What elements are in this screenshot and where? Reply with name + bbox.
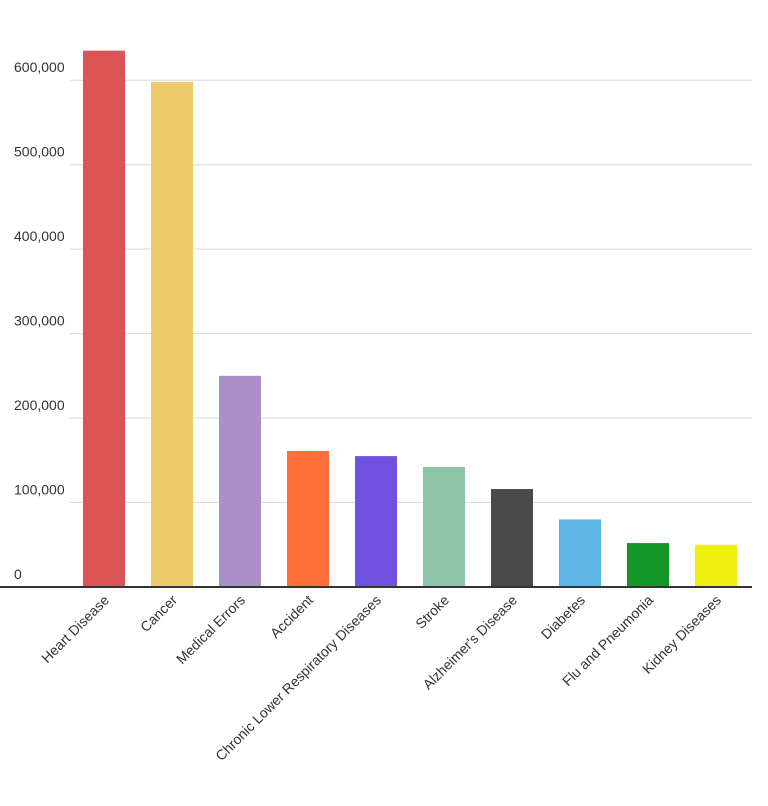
x-tick-label: Stroke bbox=[412, 592, 452, 632]
bar bbox=[151, 81, 193, 588]
bar bbox=[559, 519, 601, 587]
y-tick-label: 500,000 bbox=[14, 144, 65, 160]
y-tick-label: 200,000 bbox=[14, 397, 65, 413]
x-tick-label: Diabetes bbox=[538, 592, 588, 642]
bar bbox=[491, 489, 533, 587]
bar bbox=[695, 544, 737, 587]
y-tick-label: 400,000 bbox=[14, 228, 65, 244]
y-tick-label: 0 bbox=[14, 566, 22, 582]
x-tick-label: Medical Errors bbox=[173, 592, 248, 667]
y-tick-label: 300,000 bbox=[14, 313, 65, 329]
bar bbox=[219, 375, 261, 587]
y-tick-label: 600,000 bbox=[14, 59, 65, 75]
bar bbox=[287, 451, 329, 587]
bar bbox=[627, 543, 669, 587]
x-tick-label: Heart Disease bbox=[38, 592, 112, 666]
bar bbox=[355, 456, 397, 587]
y-tick-label: 100,000 bbox=[14, 482, 65, 498]
x-tick-label: Accident bbox=[267, 592, 316, 641]
bar bbox=[423, 467, 465, 587]
bar bbox=[83, 50, 125, 587]
x-tick-label: Cancer bbox=[137, 592, 180, 635]
